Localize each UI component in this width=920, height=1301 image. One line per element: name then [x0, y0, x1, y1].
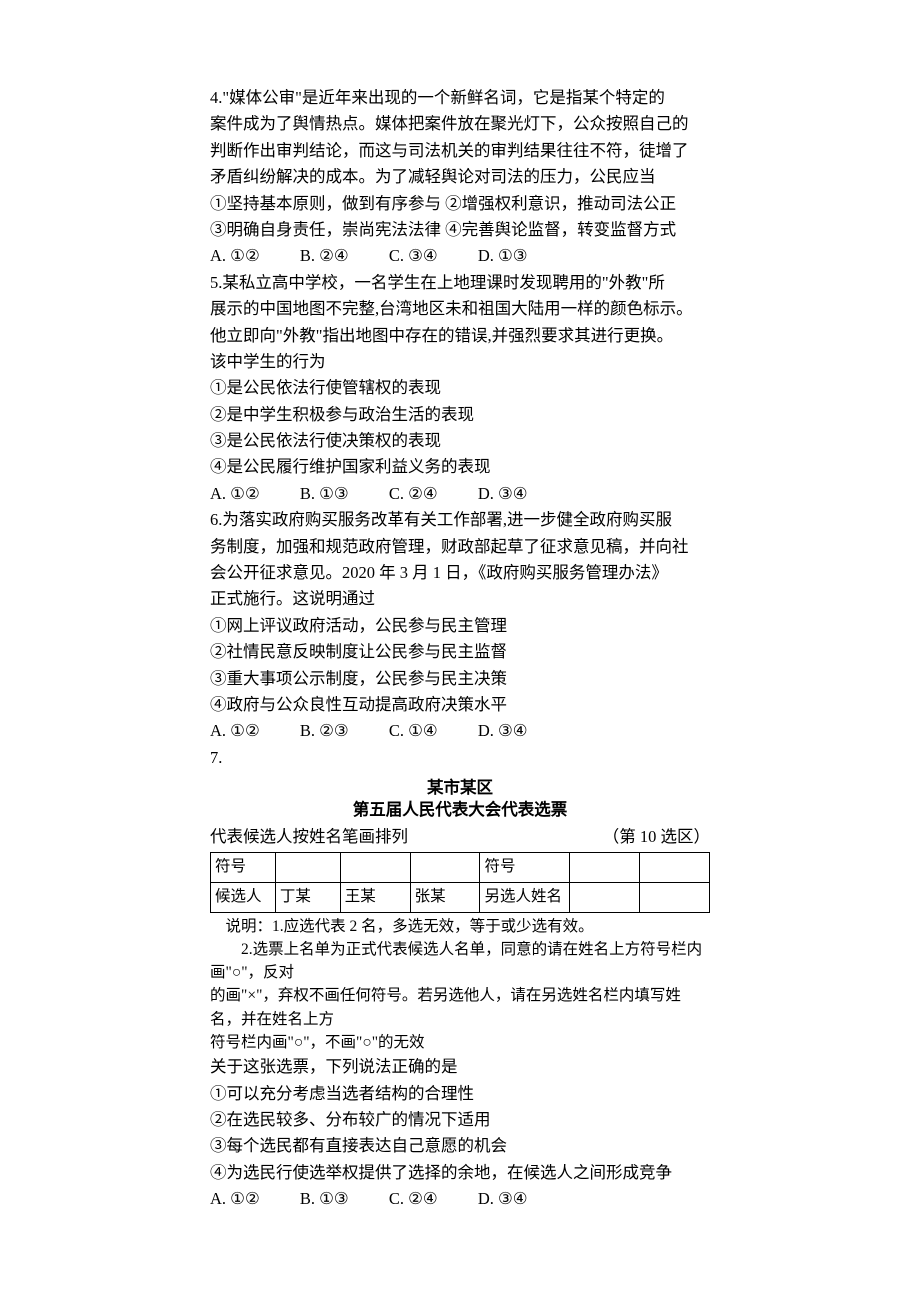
cell-candidate: 丁某: [275, 882, 340, 912]
q4-opt-c: C. ③④: [389, 243, 438, 269]
q5-options: A. ①② B. ①③ C. ②④ D. ③④: [210, 481, 710, 507]
ballot-note-4: 符号栏内画"○"，不画"○"的无效: [210, 1031, 710, 1054]
cell-empty: [640, 853, 710, 883]
q6-opt-d: D. ③④: [478, 718, 528, 744]
q7-opt-b: B. ①③: [300, 1186, 349, 1212]
q6-options: A. ①② B. ②③ C. ①④ D. ③④: [210, 718, 710, 744]
exam-page: 4."媒体公审"是近年来出现的一个新鲜名词，它是指某个特定的 案件成为了舆情热点…: [0, 0, 920, 1273]
q7-number: 7.: [210, 745, 710, 771]
q6-stem: 6.为落实政府购买服务改革有关工作部署,进一步健全政府购买服: [210, 507, 710, 533]
q4-stem: 矛盾纠纷解决的成本。为了减轻舆论对司法的压力，公民应当: [210, 164, 710, 190]
table-row: 符号 符号: [211, 853, 710, 883]
cell-empty: [275, 853, 340, 883]
q6-stem: 正式施行。这说明通过: [210, 586, 710, 612]
q7-statement-3: ③每个选民都有直接表达自己意愿的机会: [210, 1133, 710, 1159]
cell-empty: [410, 853, 480, 883]
q5-opt-c: C. ②④: [389, 481, 438, 507]
ballot-note-2: 2.选票上名单为正式代表候选人名单，同意的请在姓名上方符号栏内画"○"，反对: [210, 938, 710, 985]
q7-opt-c: C. ②④: [389, 1186, 438, 1212]
ballot-notes: 说明：1.应选代表 2 名，多选无效，等于或少选有效。 2.选票上名单为正式代表…: [210, 915, 710, 1055]
q6-stem: 务制度，加强和规范政府管理，财政部起草了征求意见稿，并向社: [210, 534, 710, 560]
q4-statements: ③明确自身责任，崇尚宪法法律 ④完善舆论监督，转变监督方式: [210, 217, 710, 243]
cell-empty: [570, 853, 640, 883]
cell-other-label: 另选人姓名: [480, 882, 570, 912]
q5-stem: 他立即向"外教"指出地图中存在的错误,并强烈要求其进行更换。: [210, 323, 710, 349]
ballot-head-right: （第 10 选区）: [603, 824, 710, 850]
q5-statement-3: ③是公民依法行使决策权的表现: [210, 428, 710, 454]
q4-statements: ①坚持基本原则，做到有序参与 ②增强权利意识，推动司法公正: [210, 191, 710, 217]
q6-opt-c: C. ①④: [389, 718, 438, 744]
q7-statement-4: ④为选民行使选举权提供了选择的余地，在候选人之间形成竞争: [210, 1160, 710, 1186]
q6-stem: 会公开征求意见。2020 年 3 月 1 日，《政府购买服务管理办法》: [210, 560, 710, 586]
table-row: 候选人 丁某 王某 张某 另选人姓名: [211, 882, 710, 912]
q6-statement-3: ③重大事项公示制度，公民参与民主决策: [210, 666, 710, 692]
q5-statement-4: ④是公民履行维护国家利益义务的表现: [210, 454, 710, 480]
q5-opt-a: A. ①②: [210, 481, 260, 507]
q7-post-stem: 关于这张选票，下列说法正确的是: [210, 1054, 710, 1080]
ballot-note-3: 的画"×"，弃权不画任何符号。若另选他人，请在另选姓名栏内填写姓名，并在姓名上方: [210, 984, 710, 1031]
q6-opt-b: B. ②③: [300, 718, 349, 744]
q5-opt-d: D. ③④: [478, 481, 528, 507]
cell-candidate: 张某: [410, 882, 480, 912]
q4-opt-d: D. ①③: [478, 243, 528, 269]
ballot-title: 某市某区 第五届人民代表大会代表选票: [210, 777, 710, 822]
q5-stem: 该中学生的行为: [210, 349, 710, 375]
cell-empty: [340, 853, 410, 883]
q4-stem: 案件成为了舆情热点。媒体把案件放在聚光灯下，公众按照自己的: [210, 111, 710, 137]
cell-empty: [570, 882, 640, 912]
q4-options: A. ①② B. ②④ C. ③④ D. ①③: [210, 243, 710, 269]
q5-statement-2: ②是中学生积极参与政治生活的表现: [210, 402, 710, 428]
ballot-header-row: 代表候选人按姓名笔画排列 （第 10 选区）: [210, 824, 710, 850]
ballot-note-1: 说明：1.应选代表 2 名，多选无效，等于或少选有效。: [210, 915, 710, 938]
q6-statement-2: ②社情民意反映制度让公民参与民主监督: [210, 639, 710, 665]
ballot-title-l1: 某市某区: [210, 777, 710, 799]
q7-opt-d: D. ③④: [478, 1186, 528, 1212]
cell-symbol-label: 符号: [480, 853, 570, 883]
q5-statement-1: ①是公民依法行使管辖权的表现: [210, 375, 710, 401]
q7-statement-2: ②在选民较多、分布较广的情况下适用: [210, 1107, 710, 1133]
q4-opt-b: B. ②④: [300, 243, 349, 269]
q7-statement-1: ①可以充分考虑当选者结构的合理性: [210, 1081, 710, 1107]
cell-symbol-label: 符号: [211, 853, 276, 883]
q4-stem: 4."媒体公审"是近年来出现的一个新鲜名词，它是指某个特定的: [210, 85, 710, 111]
q6-statement-4: ④政府与公众良性互动提高政府决策水平: [210, 692, 710, 718]
q6-opt-a: A. ①②: [210, 718, 260, 744]
q6-statement-1: ①网上评议政府活动，公民参与民主管理: [210, 613, 710, 639]
cell-candidate-label: 候选人: [211, 882, 276, 912]
q5-opt-b: B. ①③: [300, 481, 349, 507]
cell-empty: [640, 882, 710, 912]
q7-opt-a: A. ①②: [210, 1186, 260, 1212]
q5-stem: 5.某私立高中学校，一名学生在上地理课时发现聘用的"外教"所: [210, 270, 710, 296]
q5-stem: 展示的中国地图不完整,台湾地区未和祖国大陆用一样的颜色标示。: [210, 296, 710, 322]
cell-candidate: 王某: [340, 882, 410, 912]
ballot-table: 符号 符号 候选人 丁某 王某 张某 另选人姓名: [210, 852, 710, 913]
q4-stem: 判断作出审判结论，而这与司法机关的审判结果往往不符，徒增了: [210, 138, 710, 164]
ballot-head-left: 代表候选人按姓名笔画排列: [210, 824, 408, 850]
q4-opt-a: A. ①②: [210, 243, 260, 269]
ballot-title-l2: 第五届人民代表大会代表选票: [210, 799, 710, 821]
q7-options: A. ①② B. ①③ C. ②④ D. ③④: [210, 1186, 710, 1212]
